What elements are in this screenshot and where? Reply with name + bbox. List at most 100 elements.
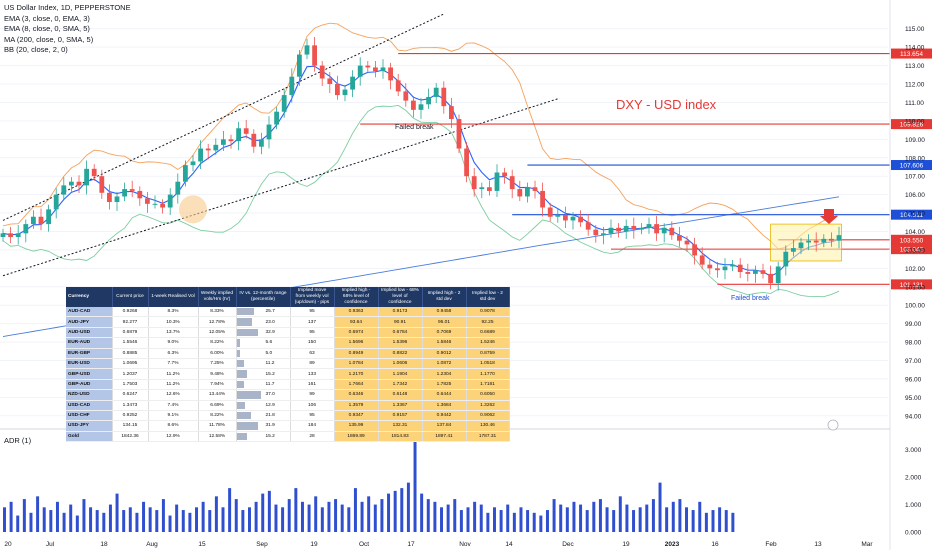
x-tick-label: Mar [861, 541, 873, 548]
candle-body [304, 45, 310, 55]
table-cell: 134.15 [112, 420, 149, 432]
adr-bar [254, 501, 258, 532]
iv-percentile-bar [236, 422, 258, 430]
adr-bar [128, 507, 132, 532]
iv-percentile-value: 5.6 [265, 340, 273, 346]
adr-panel-title: ADR (1) [4, 436, 32, 445]
table-cell: 0.8759 [466, 348, 510, 359]
iv-percentile-value: 15.2 [265, 433, 275, 439]
candle-body [829, 238, 834, 241]
candle-body [593, 229, 599, 236]
candle-body [221, 139, 226, 145]
iv-percentile-bar [236, 308, 254, 316]
table-cell: 0.7069 [422, 327, 467, 339]
adr-bar [22, 499, 26, 532]
candle-body [31, 216, 36, 225]
table-cell: 7.4% [148, 400, 199, 411]
indicator-ema8[interactable]: EMA (8, close, 0, SMA, 5) [4, 24, 90, 33]
adr-bar [552, 499, 556, 532]
adr-bar [658, 482, 662, 532]
table-cell: AUD-USD [66, 327, 113, 339]
table-cell: 15.2 [236, 368, 291, 380]
table-cell: 1.3367 [378, 400, 423, 411]
y-tick-label: 96.00 [905, 376, 922, 383]
candle-body [449, 106, 454, 120]
table-cell: 93.64 [334, 316, 379, 328]
table-cell: AUD-JPY [66, 316, 113, 328]
adr-bar [248, 507, 251, 532]
candle-body [555, 214, 561, 217]
candle-body [517, 189, 523, 197]
y-tick-label: 104.00 [905, 229, 925, 236]
candle-body [213, 144, 219, 151]
adr-bar [108, 504, 112, 532]
candle-body [639, 227, 644, 230]
x-tick-label: 16 [711, 541, 719, 548]
table-cell: 0.6346 [334, 389, 379, 401]
candle-body [525, 187, 530, 197]
table-cell: 1842.36 [112, 431, 149, 443]
adr-bar [638, 507, 642, 532]
table-cell: 135.99 [334, 420, 379, 432]
table-cell: 0.9458 [422, 307, 467, 318]
bb-lower-line [2, 104, 840, 298]
table-header-cell: Implied low - 68% level of confidence [378, 287, 423, 307]
adr-bar [188, 512, 192, 532]
indicator-bb[interactable]: BB (20, close, 2, 0) [4, 45, 68, 54]
adr-bar [453, 499, 457, 532]
table-cell: 6.69% [198, 400, 237, 411]
adr-bar [671, 501, 675, 532]
indicator-ma200[interactable]: MA (200, close, 0, SMA, 5) [4, 34, 94, 44]
candle-body [395, 80, 401, 92]
price-label-bg [891, 119, 932, 130]
table-cell: 1.0784 [334, 358, 379, 370]
table-cell: 1.0872 [422, 358, 467, 370]
table-row: AUD-JPY 92.277 10.3% 12.78% 23.0 137 93.64 90.9… [66, 316, 510, 328]
table-cell: 1.2170 [334, 368, 379, 380]
table-cell: 13.44% [198, 389, 237, 401]
price-label: 113.654 [900, 51, 923, 58]
iv-percentile-value: 21.8 [265, 413, 275, 419]
table-cell: 0.8949 [334, 348, 379, 359]
table-cell: 1.7342 [378, 379, 423, 391]
adr-bar [261, 493, 265, 532]
candle-body [441, 87, 447, 107]
iv-percentile-bar [236, 401, 246, 409]
time-axis: 20 Jul 18 Aug 15 Sep 19 Oct 17 Nov 14 Dec 19 2023 16 Fe… [4, 419, 873, 548]
table-cell: 0.6784 [378, 327, 423, 339]
table-cell: 1.7181 [466, 379, 510, 391]
adr-bar [426, 499, 430, 532]
lightning-icon[interactable] [827, 419, 839, 431]
candle-body [494, 172, 500, 191]
iv-percentile-value: 32.9 [265, 329, 275, 335]
table-cell: 28 [290, 431, 335, 443]
implied-vol-table: Currency Current price 1-week Realised Vol… [66, 287, 510, 443]
candle-body [160, 203, 165, 208]
candle-body [61, 185, 67, 195]
table-cell: 25.7 [236, 307, 291, 318]
table-cell: 11.78% [198, 420, 237, 432]
adr-bar [612, 510, 616, 532]
table-cell: 5.0 [236, 348, 291, 359]
table-cell: 0.6444 [422, 389, 467, 401]
candle-body [145, 198, 150, 204]
table-cell: 132.31 [378, 420, 423, 432]
adr-bar [62, 512, 66, 532]
adr-bar [373, 504, 377, 532]
table-cell: 1.0606 [378, 358, 423, 370]
table-cell: 32.9 [236, 327, 291, 339]
y-tick-label: 102.00 [905, 266, 925, 273]
adr-bar [168, 515, 172, 532]
candle-body [76, 181, 82, 186]
x-tick-label: Sep [256, 541, 268, 548]
adr-bar [201, 501, 205, 532]
adr-bar [95, 510, 99, 532]
candle-body [768, 273, 773, 284]
candle-body [433, 87, 439, 97]
indicator-ema3[interactable]: EMA (3, close, 0, EMA, 3) [4, 13, 90, 23]
table-cell: 11.2 [236, 358, 291, 370]
table-cell: 7.25% [198, 358, 237, 370]
table-row: AUD-USD 0.6879 13.7% 12.05% 32.9 95 0.6974 0.67… [66, 327, 510, 339]
adr-bar [466, 507, 470, 532]
adr-bar [625, 504, 629, 532]
